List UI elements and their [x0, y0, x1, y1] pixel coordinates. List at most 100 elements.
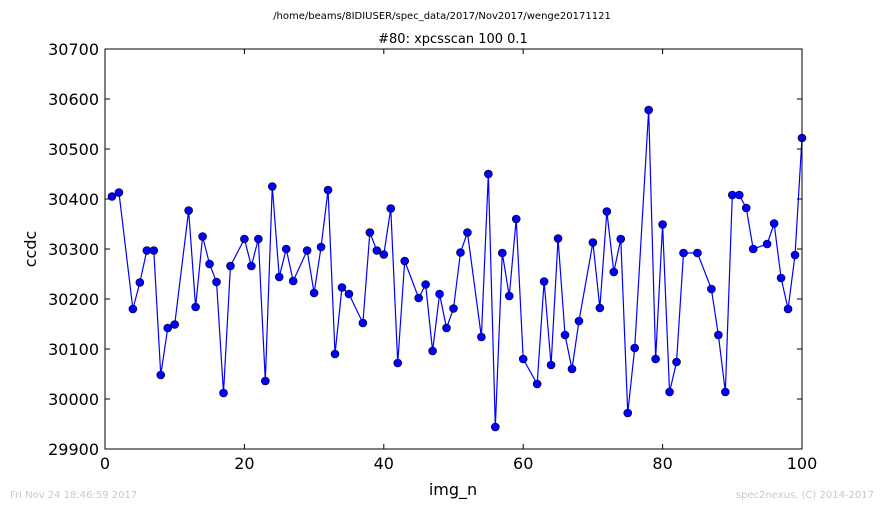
data-point [658, 220, 667, 229]
data-point [665, 387, 674, 397]
y-tick-label: 29900 [48, 440, 99, 459]
data-point [511, 214, 521, 224]
data-point [484, 169, 493, 179]
data-point [435, 289, 444, 299]
series-line [111, 109, 803, 428]
data-point [504, 291, 514, 301]
data-point [630, 343, 640, 353]
y-tick-label: 30200 [48, 290, 99, 309]
data-point [623, 408, 633, 418]
y-tick-label: 30000 [48, 390, 99, 409]
x-axis-label: img_n [429, 480, 477, 500]
x-tick-label: 20 [234, 454, 254, 473]
data-point [539, 277, 549, 286]
data-point [323, 185, 333, 195]
data-point [400, 256, 410, 266]
data-point [379, 250, 389, 259]
data-point [226, 261, 235, 271]
data-point [449, 304, 458, 313]
data-point [149, 246, 159, 255]
data-point [574, 316, 584, 326]
data-point [198, 232, 207, 241]
data-point [261, 376, 270, 386]
data-point [532, 379, 542, 389]
y-tick-label: 30500 [48, 140, 99, 159]
data-point [414, 293, 423, 303]
axis-ticks: 0 20 40 60 80 100 29900 30000 30100 30200 30300 304… [48, 40, 817, 473]
data-point [693, 248, 702, 258]
data-point [644, 105, 653, 115]
data-point [491, 422, 500, 432]
file-path-heading: /home/beams/8IDIUSER/spec_data/2017/Nov2… [273, 11, 611, 22]
data-point [114, 188, 124, 197]
y-tick-label: 30700 [48, 40, 99, 59]
data-point [316, 242, 326, 252]
data-point [721, 387, 730, 397]
data-point [707, 284, 716, 294]
data-point [456, 248, 465, 257]
data-point [553, 234, 563, 243]
data-point [477, 332, 486, 342]
chart-title: #80: xpcsscan 100 0.1 [378, 32, 528, 47]
data-point [212, 277, 221, 287]
data-point [609, 267, 619, 277]
data-point [254, 234, 263, 244]
data-point [442, 323, 451, 333]
data-point [135, 278, 145, 287]
data-point [240, 234, 249, 244]
data-point [616, 234, 626, 244]
data-point [588, 238, 598, 247]
data-point [741, 203, 751, 213]
x-tick-label: 40 [374, 454, 394, 473]
data-point [790, 250, 800, 260]
data-point [393, 358, 403, 368]
data-point [714, 330, 723, 340]
data-point [783, 304, 793, 314]
data-point [288, 276, 298, 286]
data-point [247, 261, 256, 271]
data-point [428, 346, 437, 356]
data-point [219, 388, 228, 398]
data-point [365, 228, 375, 237]
data-point [679, 248, 688, 258]
data-point [595, 303, 605, 313]
y-tick-label: 30300 [48, 240, 99, 259]
data-point [769, 219, 779, 228]
data-point [205, 259, 214, 269]
data-point [163, 323, 173, 333]
x-tick-label: 0 [100, 454, 110, 473]
data-point [330, 349, 340, 359]
data-point [386, 204, 396, 213]
data-point [281, 244, 291, 254]
data-point [358, 318, 368, 328]
data-point [546, 360, 556, 370]
data-point [302, 246, 312, 255]
data-point [170, 320, 179, 329]
data-point [651, 354, 660, 364]
data-point [776, 273, 786, 283]
y-tick-label: 30100 [48, 340, 99, 359]
x-tick-label: 100 [787, 454, 818, 473]
footer-timestamp: Fri Nov 24 18:46:59 2017 [10, 490, 137, 501]
data-point [337, 283, 347, 292]
data-point [560, 330, 570, 340]
plot-area [107, 105, 807, 432]
y-tick-label: 30400 [48, 190, 99, 209]
data-point [184, 206, 193, 215]
data-point [734, 190, 744, 200]
data-point [191, 302, 200, 312]
data-point [602, 207, 612, 216]
x-tick-label: 80 [652, 454, 672, 473]
data-point [156, 370, 166, 380]
data-point [748, 244, 758, 254]
data-point [497, 248, 507, 258]
data-point [274, 272, 284, 282]
x-tick-label: 60 [513, 454, 533, 473]
data-point [128, 304, 138, 314]
footer-credit: spec2nexus, (C) 2014-2017 [736, 490, 874, 501]
data-point [672, 357, 681, 367]
data-point [267, 182, 277, 191]
data-point [372, 246, 382, 255]
data-point [463, 228, 472, 237]
data-point [518, 354, 528, 364]
